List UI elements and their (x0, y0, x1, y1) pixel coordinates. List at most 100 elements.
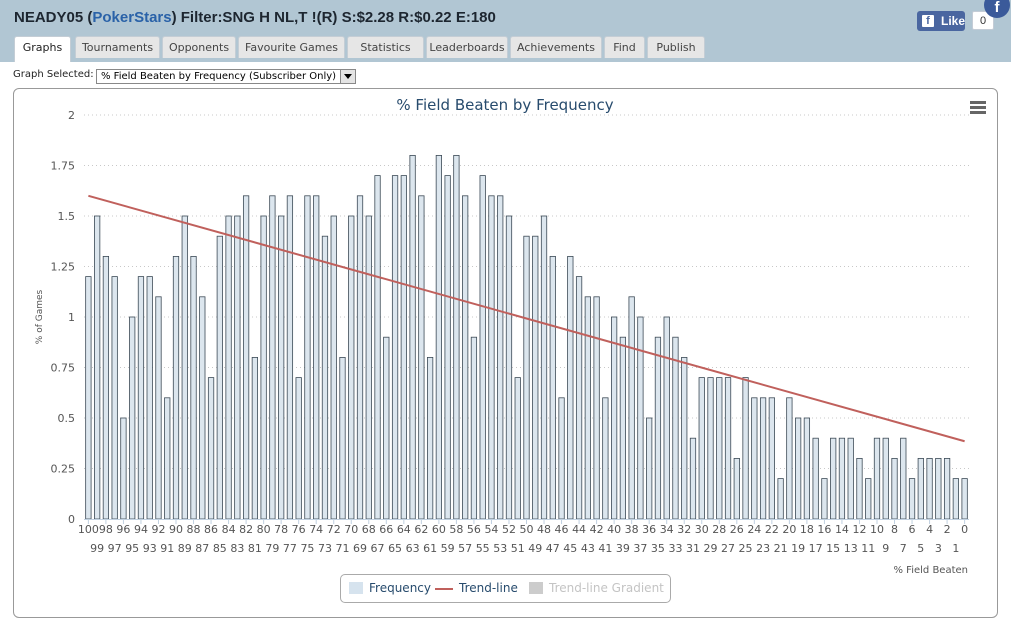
bar (260, 215, 267, 520)
hamburger-menu-icon[interactable] (970, 101, 986, 114)
x-tick-label: 1 (952, 542, 959, 555)
tab-tournaments[interactable]: Tournaments (75, 36, 160, 58)
bar (900, 437, 907, 520)
x-tick-label: 66 (379, 523, 393, 536)
bar (155, 296, 162, 520)
bar (532, 235, 539, 520)
bar (786, 397, 793, 520)
bar (505, 215, 513, 520)
chevron-down-icon[interactable] (340, 70, 355, 83)
legend-item-trend-line[interactable]: Trend-line (435, 575, 518, 602)
x-tick-label: 91 (160, 542, 174, 555)
bar (225, 215, 232, 520)
x-tick-label: 79 (265, 542, 279, 555)
bar (462, 195, 469, 520)
x-tick-label: 13 (844, 542, 858, 555)
bar (199, 296, 206, 520)
facebook-corner-icon[interactable]: f (984, 0, 1010, 18)
x-tick-label: 88 (187, 523, 201, 536)
x-tick-label: 14 (835, 523, 849, 536)
y-tick-label: 0 (68, 513, 75, 526)
bar (926, 457, 933, 520)
tab-find[interactable]: Find (604, 36, 645, 58)
bar (295, 377, 302, 520)
x-tick-label: 63 (406, 542, 420, 555)
y-tick-label: 0.75 (51, 362, 76, 375)
tab-opponents[interactable]: Opponents (162, 36, 236, 58)
bar (146, 276, 153, 520)
x-tick-label: 49 (528, 542, 542, 555)
x-tick-label: 59 (441, 542, 455, 555)
x-tick-label: 45 (563, 542, 577, 555)
bar (882, 437, 889, 520)
tab-statistics[interactable]: Statistics (347, 36, 424, 58)
site-link[interactable]: PokerStars (92, 9, 172, 26)
x-tick-label: 23 (756, 542, 770, 555)
x-tick-label: 6 (909, 523, 916, 536)
x-tick-label: 15 (826, 542, 840, 555)
tab-graphs[interactable]: Graphs (14, 36, 71, 62)
x-tick-label: 56 (467, 523, 481, 536)
bar (470, 336, 478, 520)
bar (426, 356, 434, 520)
tab-publish[interactable]: Publish (647, 36, 705, 58)
bar (111, 276, 118, 520)
x-tick-label: 54 (484, 523, 498, 536)
x-tick-label: 30 (695, 523, 709, 536)
bar (321, 235, 329, 520)
bar (698, 377, 705, 520)
tab-achievements[interactable]: Achievements (510, 36, 602, 58)
y-tick-label: 1 (68, 311, 75, 324)
tab-favourite-games[interactable]: Favourite Games (238, 36, 345, 58)
tab-leaderboards[interactable]: Leaderboards (426, 36, 508, 58)
bar (374, 175, 381, 520)
x-tick-label: 89 (178, 542, 192, 555)
legend-label-trend-line: Trend-line (459, 581, 518, 595)
x-tick-label: 22 (765, 523, 779, 536)
bar (207, 377, 215, 520)
x-tick-label: 50 (520, 523, 534, 536)
y-tick-label: 0.5 (58, 412, 76, 425)
x-tick-label: 81 (248, 542, 262, 555)
bar (663, 316, 670, 520)
x-tick-label: 67 (371, 542, 385, 555)
legend-swatch-trend-line (435, 588, 453, 590)
legend-label-frequency: Frequency (369, 581, 431, 595)
bar (251, 356, 258, 520)
bar (812, 437, 819, 520)
x-tick-label: 44 (572, 523, 586, 536)
legend-item-frequency[interactable]: Frequency (347, 575, 431, 602)
x-tick-label: 51 (511, 542, 525, 555)
bar (304, 195, 311, 520)
x-tick-label: 86 (204, 523, 218, 536)
bar (567, 255, 574, 520)
x-tick-label: 64 (397, 523, 411, 536)
x-tick-label: 32 (677, 523, 691, 536)
bar (646, 417, 653, 520)
graph-select-dropdown[interactable]: % Field Beaten by Frequency (Subscriber … (96, 69, 356, 84)
x-tick-label: 5 (917, 542, 924, 555)
x-tick-label: 65 (388, 542, 402, 555)
x-tick-label: 48 (537, 523, 551, 536)
x-tick-label: 37 (633, 542, 647, 555)
bar (611, 316, 618, 520)
bar (838, 437, 846, 520)
bar (391, 175, 399, 520)
bar (908, 478, 916, 520)
x-tick-label: 74 (309, 523, 323, 536)
bar (795, 417, 802, 520)
bar (961, 478, 968, 520)
bar (716, 377, 723, 520)
x-tick-label: 75 (300, 542, 314, 555)
bar (102, 255, 110, 520)
bar (94, 215, 101, 520)
bar (584, 296, 591, 520)
bar (917, 457, 924, 520)
x-tick-label: 0 (961, 523, 968, 536)
bar (409, 154, 416, 520)
facebook-like-button[interactable]: f Like (917, 11, 965, 31)
legend-item-trend-gradient[interactable]: Trend-line Gradient (529, 575, 664, 602)
like-label: Like (941, 14, 966, 28)
bar (742, 377, 749, 520)
y-axis-label: % of Games (35, 289, 45, 344)
